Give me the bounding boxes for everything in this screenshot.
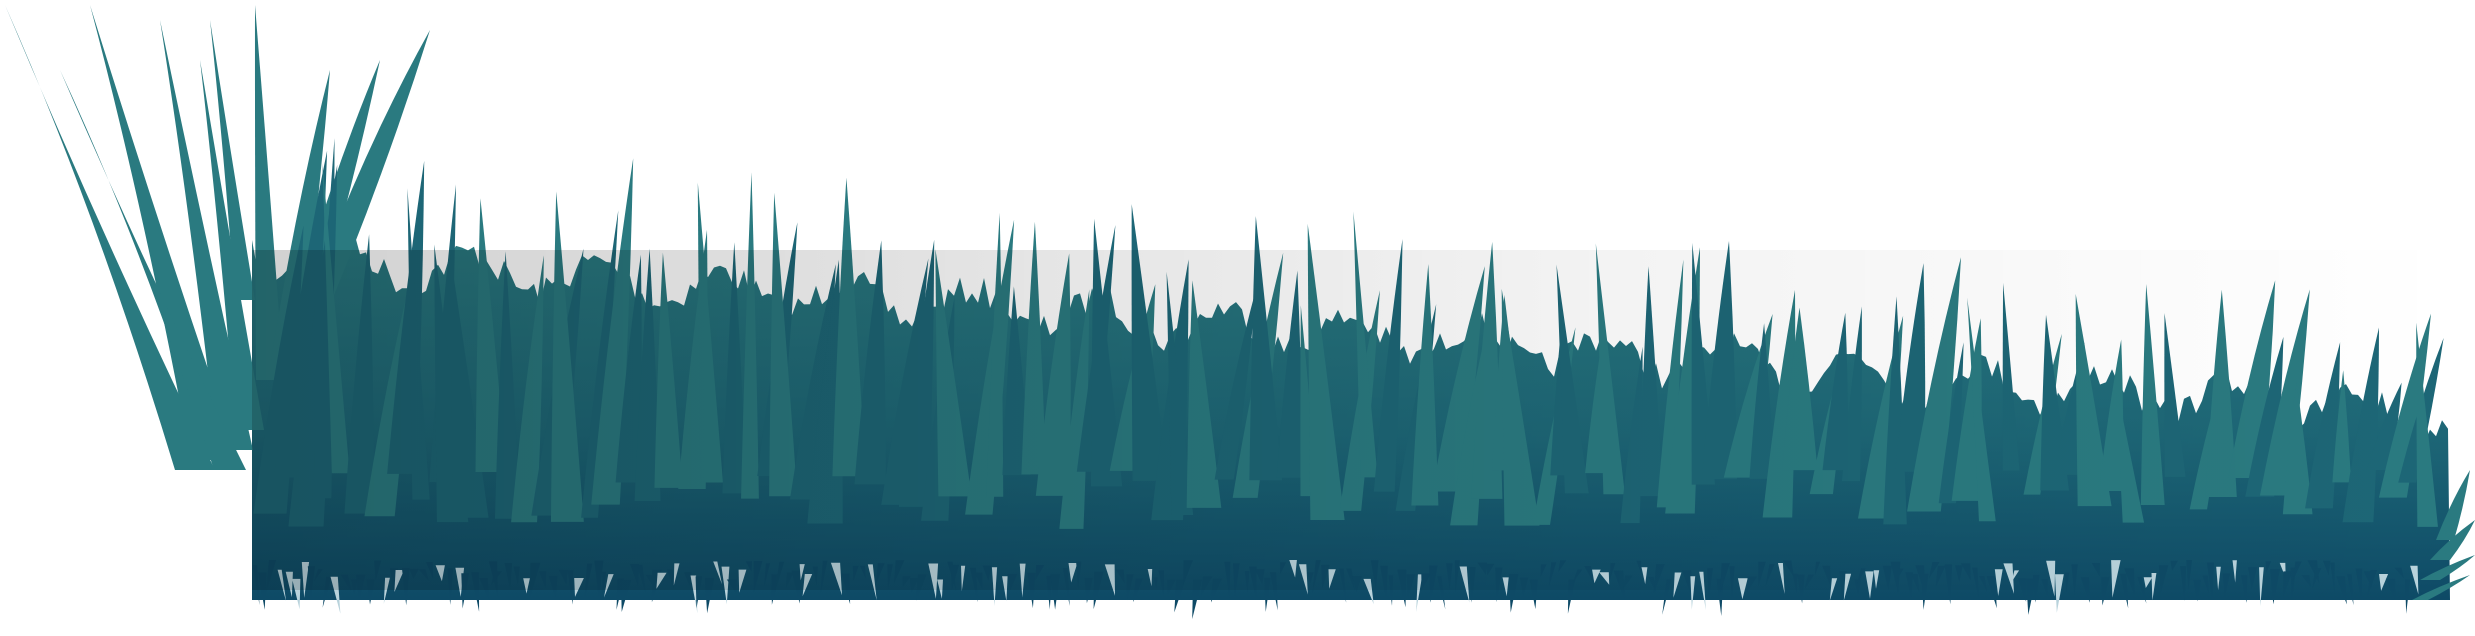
grass-shading [252,250,2452,590]
grass-blade [308,30,430,300]
grass-fringe [252,250,2452,620]
grass-blade [200,60,264,430]
grass-fringe-spike [322,576,332,608]
grass-fringe-spike [2137,576,2147,604]
grass-blade [210,20,255,300]
